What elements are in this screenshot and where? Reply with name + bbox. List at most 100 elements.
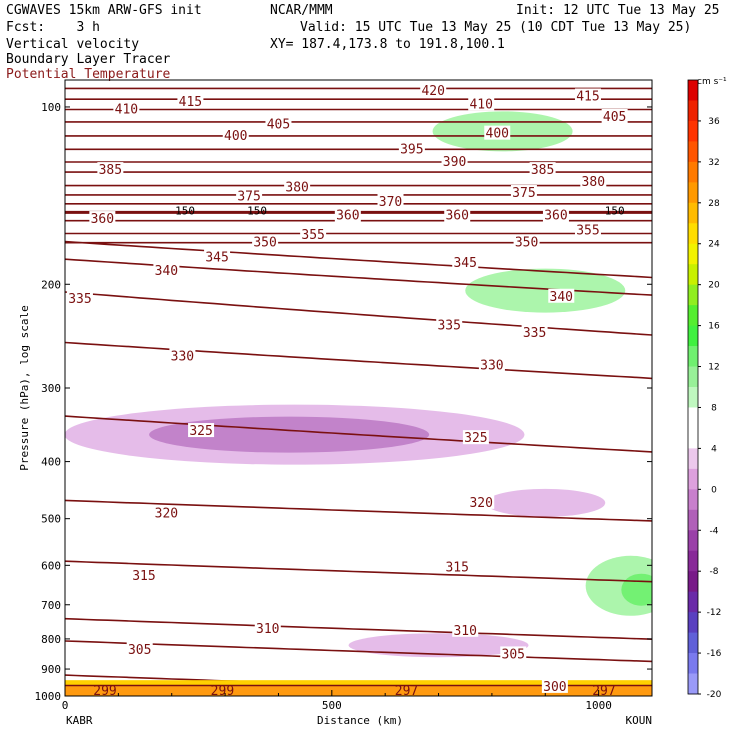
theta-label-315-1-bg [444,559,471,574]
theta-label-355-0-bg [300,227,327,242]
colorbar-swatch-23 [688,550,698,572]
theta-label-410-0-bg [113,101,140,116]
y-tick-label-1000: 1000 [35,690,62,703]
theta-label-370-0: 370 [379,195,402,210]
colorbar-swatch-5 [688,182,698,204]
colorbar-swatch-15 [688,387,698,408]
theta-label-340-1-bg [548,288,575,303]
theta-label-310-1: 310 [453,624,476,639]
colorbar-swatch-22 [688,530,698,552]
y-tick-label-600: 600 [41,559,61,572]
theta-label-345-1-bg [452,254,479,269]
agency-label: NCAR/MMM [270,3,333,18]
theta-label-370-0-bg [377,194,404,209]
init-time: Init: 12 UTC Tue 13 May 25 [516,3,720,18]
theta-label-305-1: 305 [502,647,525,662]
theta-label-420-0: 420 [421,84,444,99]
theta-label-335-1-bg [436,317,463,332]
endpoint-left: KABR [66,714,93,727]
colorbar-swatch-29 [688,673,698,695]
y-tick-label-400: 400 [41,456,61,469]
theta-label-360-0: 360 [91,212,114,227]
w-region-5 [405,0,665,6]
theta-label-300-0-bg [541,678,568,693]
theta-label-315-0-bg [130,567,157,582]
theta-label-305-1-bg [500,646,527,661]
colorbar-label-14: -20 [707,690,722,700]
colorbar-label-6: 12 [708,363,719,373]
colorbar-label-9: 0 [711,485,717,495]
theta-label-325-0: 325 [189,424,212,439]
theta-label-350-1-bg [513,234,540,249]
colorbar-swatch-13 [688,346,698,367]
theta-label-405-1: 405 [603,110,626,125]
theta-label-350-0: 350 [253,236,276,251]
theta-label-320-1-bg [468,494,495,509]
theta-label-380-1-bg [580,173,607,188]
colorbar-label-2: 28 [708,199,720,209]
w-region-11 [348,633,529,658]
x-tick-label-1000: 1000 [585,699,612,712]
theta-label-320-0-bg [153,505,180,520]
theta-label-345-0: 345 [205,250,228,265]
theta-label-360-2: 360 [445,209,468,224]
colorbar-swatch-18 [688,448,698,470]
y-tick-label-700: 700 [41,599,61,612]
theta-label-315-0: 315 [132,569,155,584]
theta-label-380-0-bg [284,179,311,194]
theta-label-355-0: 355 [301,228,324,243]
colorbar-swatch-2 [688,120,698,142]
theta-label-340-1: 340 [550,290,573,305]
theta-label-400-0: 400 [224,129,247,144]
theta-label-360-3-bg [542,207,569,222]
y-tick-label-500: 500 [41,513,61,526]
colorbar-label-3: 24 [708,240,720,250]
theta-label-390-0-bg [441,153,468,168]
colorbar-swatch-0 [688,80,698,101]
colorbar-label-0: 36 [708,117,720,127]
theta-line-330 [65,341,652,380]
theta-label-325-0-bg [188,423,215,438]
theta-label-335-0-bg [66,291,93,306]
y-tick-label-100: 100 [41,101,61,114]
theta-label-375-0-bg [236,188,263,203]
colorbar-swatch-27 [688,632,698,654]
colorbar-swatch-9 [688,264,698,286]
y-tick-label-800: 800 [41,633,61,646]
theta-label-360-0-bg [89,211,116,226]
boundary-layer-tracer-band [65,685,652,696]
theta-label-360-2-bg [444,207,471,222]
y-tick-label-200: 200 [41,278,61,291]
theta-label-355-1-bg [574,222,601,237]
theta-label-405-0: 405 [267,117,290,132]
y-tick-label-900: 900 [41,663,61,676]
theta-label-380-1: 380 [582,175,605,190]
theta-label-335-2-bg [521,325,548,340]
colorbar-swatch-14 [688,366,698,388]
colorbar-label-4: 20 [708,281,720,291]
contour-labels: 300 305 305 310 310 315 315 320 320 325 325 330 330 3… [66,83,628,699]
w-region-15 [621,573,652,606]
colorbar-swatch-3 [688,141,698,163]
colorbar-swatch-1 [688,100,698,122]
colorbar-swatch-4 [688,161,698,183]
colorbar-label-12: -12 [707,608,722,618]
ground-label-2: 297 [395,684,418,699]
y-tick-label-300: 300 [41,382,61,395]
theta-label-305-0-bg [126,641,153,656]
tropopause-mark-0: 150 [175,205,195,218]
theta-label-345-1: 345 [453,256,476,271]
theta-label-340-0-bg [153,263,180,278]
theta-label-405-0-bg [265,116,292,131]
valid-time: Valid: 15 UTC Tue 13 May 25 (10 CDT Tue … [300,20,692,35]
theta-label-305-0: 305 [128,643,151,658]
x-tick-label-500: 500 [322,699,342,712]
theta-label-330-1-bg [478,357,505,372]
theta-label-325-1: 325 [464,431,487,446]
theta-label-385-1-bg [529,162,556,177]
colorbar-swatch-26 [688,612,698,633]
colorbar-swatch-12 [688,325,698,347]
theta-label-345-0-bg [204,249,231,264]
colorbar-swatch-16 [688,407,698,429]
